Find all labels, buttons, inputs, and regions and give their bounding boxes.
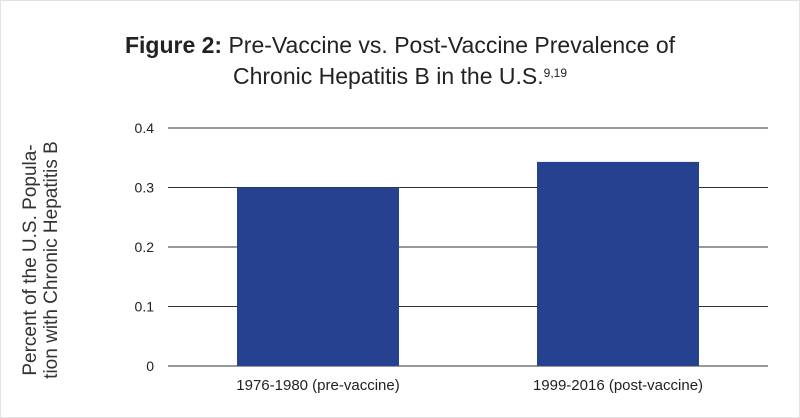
- bar-post-vaccine: [537, 161, 699, 366]
- title-reference: 9,19: [543, 66, 567, 80]
- bars: [237, 161, 699, 366]
- x-category-label: 1976-1980 (pre-vaccine): [236, 377, 399, 394]
- y-tick-label: 0.4: [135, 120, 155, 136]
- chart-title-line-2: Chronic Hepatitis B in the U.S.9,19: [0, 61, 800, 92]
- title-text-line-2: Chronic Hepatitis B in the U.S.: [233, 63, 544, 89]
- y-tick-label: 0.1: [135, 299, 155, 315]
- y-axis-ticks: 0 0.1 0.2 0.3 0.4: [135, 120, 155, 374]
- y-tick-label: 0: [146, 358, 154, 374]
- y-tick-label: 0.3: [135, 180, 155, 196]
- bar-pre-vaccine: [237, 187, 399, 366]
- x-axis-categories: 1976-1980 (pre-vaccine) 1999-2016 (post-v…: [236, 377, 703, 394]
- x-category-label: 1999-2016 (post-vaccine): [533, 377, 703, 394]
- y-tick-label: 0.2: [135, 239, 155, 255]
- figure-label: Figure 2:: [124, 32, 223, 58]
- chart-title-line-1: Figure 2: Pre-Vaccine vs. Post-Vaccine P…: [0, 30, 800, 61]
- title-text-line-1: Pre-Vaccine vs. Post-Vaccine Prevalence …: [228, 32, 676, 58]
- chart-title: Figure 2: Pre-Vaccine vs. Post-Vaccine P…: [0, 30, 800, 92]
